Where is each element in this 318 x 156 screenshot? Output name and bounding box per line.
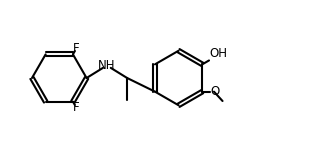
Text: F: F: [73, 101, 80, 114]
Text: O: O: [211, 85, 220, 98]
Text: F: F: [73, 42, 80, 55]
Text: NH: NH: [98, 59, 116, 72]
Text: OH: OH: [210, 47, 228, 60]
